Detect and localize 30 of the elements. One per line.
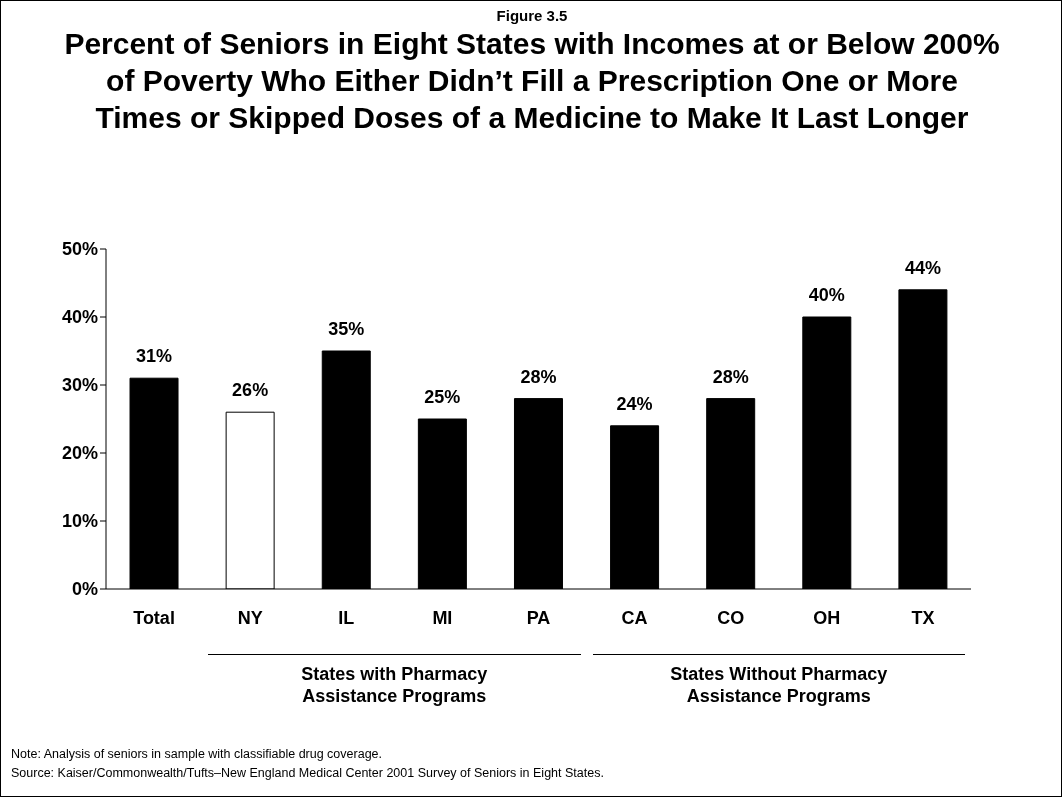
data-label: 40% — [808, 285, 845, 305]
data-label: 44% — [904, 257, 941, 278]
text: Note: Analysis of seniors in sample with classifiable drug coverage. — [11, 746, 383, 763]
chart-title: Percent of Seniors in Eight States with Incomes at or Below 200% of Poverty Who Either Didn’t Fill a Prescription One or More Times or Skipped Doses of a Medicine to Make It Last Longer — [63, 26, 1001, 136]
x-tick-label: OH — [813, 607, 841, 628]
x-tick-label: MI — [432, 607, 453, 628]
x-tick-label: NY — [237, 607, 263, 628]
data-label: 24% — [616, 393, 653, 414]
data-label: 28% — [520, 366, 557, 387]
data-label: 25% — [424, 387, 461, 407]
y-tick-label: 30% — [61, 375, 98, 396]
text: States Without Pharmacy Assistance Programs — [669, 663, 889, 707]
x-tick-label: IL — [338, 607, 355, 628]
x-tick-label: Total — [133, 607, 175, 628]
x-tick-label: CA — [621, 607, 648, 628]
data-label: 31% — [136, 346, 173, 367]
y-tick-label: 20% — [61, 443, 98, 464]
y-tick-label: 0% — [71, 579, 98, 600]
data-label: 26% — [232, 380, 269, 401]
x-tick-label: CO — [717, 607, 745, 628]
chart-subtitle: Figure 3.5 — [495, 7, 569, 24]
y-tick-label: 40% — [61, 307, 98, 328]
source-note: Source: Kaiser/Commonwealth/Tufts–New England Medical Center 2001 Survey of Seniors in Eight States. — [11, 765, 604, 782]
y-tick-label: 10% — [61, 511, 98, 532]
y-tick-label: 50% — [61, 239, 98, 260]
x-tick-label: TX — [911, 607, 935, 628]
data-label: 35% — [328, 319, 365, 339]
x-tick-label: PA — [526, 607, 551, 628]
text: States with Pharmacy Assistance Programs — [300, 663, 489, 707]
data-label: 28% — [712, 366, 749, 387]
